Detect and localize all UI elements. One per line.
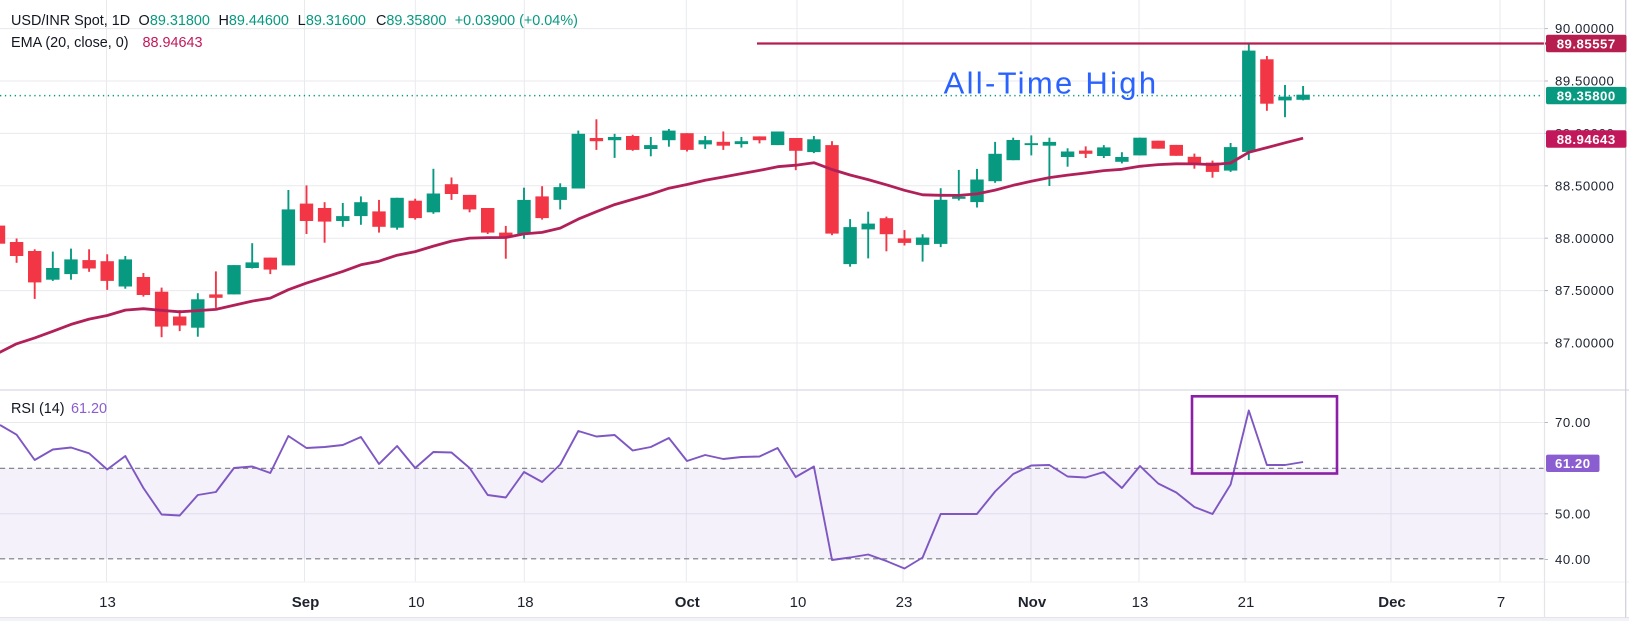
svg-text:89.85557: 89.85557 — [1557, 36, 1616, 51]
svg-text:87.00000: 87.00000 — [1555, 336, 1614, 351]
svg-text:RSI (14): RSI (14) — [11, 401, 65, 417]
svg-text:23: 23 — [896, 594, 913, 611]
svg-text:88.94643: 88.94643 — [1557, 132, 1616, 147]
svg-text:Nov: Nov — [1018, 594, 1047, 611]
svg-text:C: C — [376, 13, 386, 29]
svg-text:89.35800: 89.35800 — [386, 13, 446, 29]
svg-text:89.35800: 89.35800 — [1557, 88, 1616, 103]
svg-text:88.50000: 88.50000 — [1555, 178, 1614, 193]
svg-text:70.00: 70.00 — [1555, 415, 1591, 430]
svg-text:87.50000: 87.50000 — [1555, 283, 1614, 298]
svg-text:18: 18 — [517, 594, 534, 611]
svg-text:21: 21 — [1238, 594, 1255, 611]
svg-text:O: O — [139, 13, 150, 29]
svg-text:88.94643: 88.94643 — [143, 35, 203, 51]
svg-text:89.50000: 89.50000 — [1555, 74, 1614, 89]
svg-text:Oct: Oct — [675, 594, 700, 611]
svg-text:89.31800: 89.31800 — [150, 13, 210, 29]
svg-text:Dec: Dec — [1378, 594, 1406, 611]
svg-text:10: 10 — [790, 594, 807, 611]
svg-text:+0.03900 (+0.04%): +0.03900 (+0.04%) — [455, 13, 578, 29]
svg-text:89.31600: 89.31600 — [306, 13, 366, 29]
svg-text:H: H — [219, 13, 229, 29]
svg-text:89.44600: 89.44600 — [229, 13, 289, 29]
svg-text:All-Time High: All-Time High — [944, 66, 1159, 101]
svg-text:10: 10 — [408, 594, 425, 611]
svg-text:50.00: 50.00 — [1555, 506, 1591, 521]
svg-text:L: L — [298, 13, 306, 29]
svg-text:90.00000: 90.00000 — [1555, 21, 1614, 36]
svg-text:61.20: 61.20 — [1555, 456, 1591, 471]
svg-text:Sep: Sep — [292, 594, 320, 611]
svg-text:40.00: 40.00 — [1555, 552, 1591, 567]
svg-text:7: 7 — [1497, 594, 1505, 611]
svg-text:61.20: 61.20 — [71, 401, 107, 417]
svg-text:88.00000: 88.00000 — [1555, 231, 1614, 246]
svg-text:13: 13 — [99, 594, 116, 611]
svg-text:13: 13 — [1132, 594, 1149, 611]
svg-text:USD/INR Spot, 1D: USD/INR Spot, 1D — [11, 13, 130, 29]
svg-text:EMA (20, close, 0): EMA (20, close, 0) — [11, 35, 129, 51]
